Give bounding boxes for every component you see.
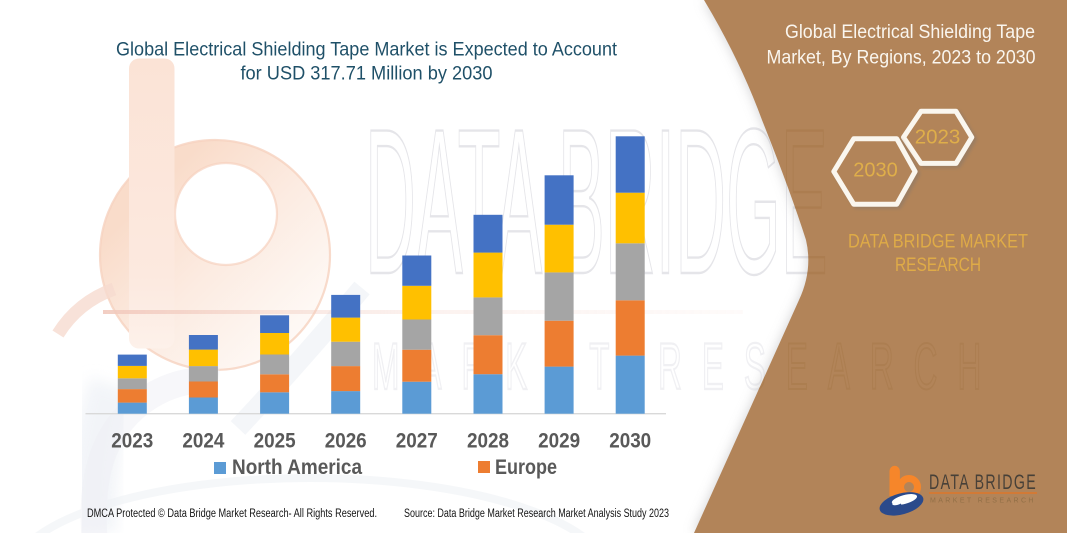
svg-text:2030: 2030 [853,159,898,181]
svg-text:2026: 2026 [325,430,367,453]
svg-text:2030: 2030 [609,430,651,453]
svg-text:Source: Data Bridge Market Res: Source: Data Bridge Market Research Mark… [404,508,669,520]
svg-text:Global Electrical Shielding Ta: Global Electrical Shielding Tape [785,21,1035,43]
svg-text:2023: 2023 [915,126,961,149]
svg-text:MARKET RESEARCH: MARKET RESEARCH [930,498,1036,505]
svg-text:2027: 2027 [396,430,438,453]
svg-text:2028: 2028 [467,430,509,453]
svg-text:North America: North America [232,456,362,479]
svg-text:2029: 2029 [538,430,580,453]
svg-text:DMCA Protected © Data Bridge M: DMCA Protected © Data Bridge Market Rese… [87,508,377,520]
svg-text:DATA BRIDGE MARKET: DATA BRIDGE MARKET [848,231,1028,253]
svg-text:for USD 317.71 Million by 2030: for USD 317.71 Million by 2030 [241,62,493,84]
svg-text:Global Electrical Shielding Ta: Global Electrical Shielding Tape Market … [116,38,618,60]
svg-text:Europe: Europe [495,456,557,479]
svg-text:2025: 2025 [254,430,296,453]
svg-text:DATA BRIDGE: DATA BRIDGE [365,86,828,318]
svg-text:Market, By Regions, 2023 to 20: Market, By Regions, 2023 to 2030 [767,47,1036,69]
svg-text:2023: 2023 [111,430,153,453]
svg-text:2024: 2024 [182,430,224,453]
svg-text:DATA BRIDGE: DATA BRIDGE [929,471,1037,494]
svg-text:RESEARCH: RESEARCH [895,254,981,276]
